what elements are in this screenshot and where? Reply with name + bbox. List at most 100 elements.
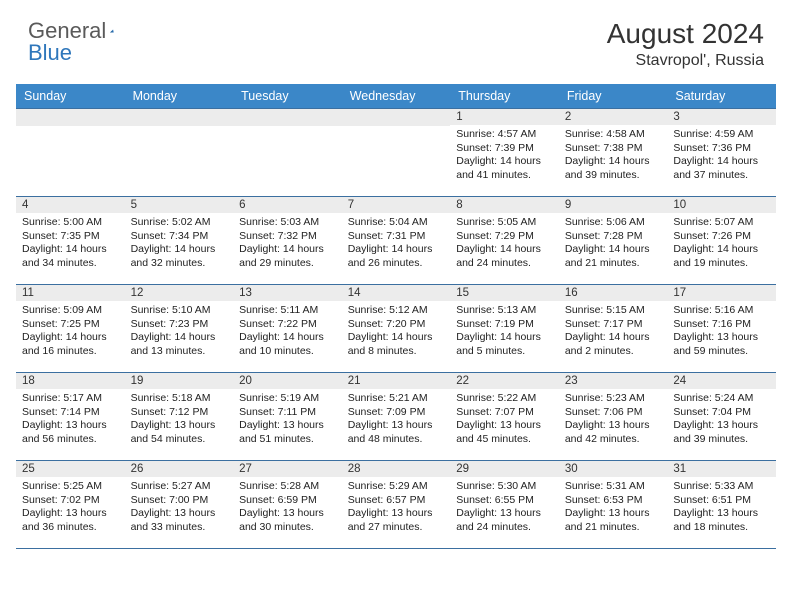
calendar-day-cell: 9Sunrise: 5:06 AMSunset: 7:28 PMDaylight… (559, 197, 668, 285)
sunrise-line: Sunrise: 5:27 AM (131, 480, 228, 494)
title-block: August 2024 Stavropol', Russia (607, 18, 764, 70)
day-number: 9 (559, 197, 668, 213)
day-number: 23 (559, 373, 668, 389)
daylight-line: Daylight: 13 hours and 48 minutes. (348, 419, 445, 446)
calendar-day-cell (233, 109, 342, 197)
calendar-head: SundayMondayTuesdayWednesdayThursdayFrid… (16, 84, 776, 109)
sunrise-line: Sunrise: 5:33 AM (673, 480, 770, 494)
sunrise-line: Sunrise: 4:58 AM (565, 128, 662, 142)
calendar-day-cell: 31Sunrise: 5:33 AMSunset: 6:51 PMDayligh… (667, 461, 776, 549)
day-number: 12 (125, 285, 234, 301)
sunset-line: Sunset: 7:32 PM (239, 230, 336, 244)
sunset-line: Sunset: 7:34 PM (131, 230, 228, 244)
day-number: 2 (559, 109, 668, 125)
day-details: Sunrise: 5:23 AMSunset: 7:06 PMDaylight:… (559, 389, 668, 449)
daylight-line: Daylight: 14 hours and 39 minutes. (565, 155, 662, 182)
day-details: Sunrise: 5:13 AMSunset: 7:19 PMDaylight:… (450, 301, 559, 361)
calendar-week-row: 25Sunrise: 5:25 AMSunset: 7:02 PMDayligh… (16, 461, 776, 549)
day-details: Sunrise: 5:05 AMSunset: 7:29 PMDaylight:… (450, 213, 559, 273)
day-number: 7 (342, 197, 451, 213)
day-details: Sunrise: 5:09 AMSunset: 7:25 PMDaylight:… (16, 301, 125, 361)
sunset-line: Sunset: 7:35 PM (22, 230, 119, 244)
calendar-day-cell: 26 Sunrise: 5:27 AMSunset: 7:00 PMDayligh… (125, 461, 234, 549)
day-number: 24 (667, 373, 776, 389)
sunrise-line: Sunrise: 5:28 AM (239, 480, 336, 494)
calendar-day-cell: 16Sunrise: 5:15 AMSunset: 7:17 PMDayligh… (559, 285, 668, 373)
sunrise-line: Sunrise: 5:17 AM (22, 392, 119, 406)
calendar-day-cell: 1Sunrise: 4:57 AMSunset: 7:39 PMDaylight… (450, 109, 559, 197)
daylight-line: Daylight: 13 hours and 59 minutes. (673, 331, 770, 358)
sunset-line: Sunset: 6:51 PM (673, 494, 770, 508)
sunrise-line: Sunrise: 5:00 AM (22, 216, 119, 230)
sunrise-line: Sunrise: 5:30 AM (456, 480, 553, 494)
day-details: Sunrise: 5:33 AMSunset: 6:51 PMDaylight:… (667, 477, 776, 537)
day-number: 30 (559, 461, 668, 477)
daylight-line: Daylight: 13 hours and 54 minutes. (131, 419, 228, 446)
day-number: 29 (450, 461, 559, 477)
day-details: Sunrise: 5:15 AMSunset: 7:17 PMDaylight:… (559, 301, 668, 361)
sunset-line: Sunset: 7:12 PM (131, 406, 228, 420)
daylight-line: Daylight: 13 hours and 45 minutes. (456, 419, 553, 446)
day-number: 4 (16, 197, 125, 213)
calendar-day-cell: 29Sunrise: 5:30 AMSunset: 6:55 PMDayligh… (450, 461, 559, 549)
sunrise-line: Sunrise: 5:07 AM (673, 216, 770, 230)
sunrise-line: Sunrise: 5:31 AM (565, 480, 662, 494)
calendar-week-row: 1Sunrise: 4:57 AMSunset: 7:39 PMDaylight… (16, 109, 776, 197)
sunrise-line: Sunrise: 5:09 AM (22, 304, 119, 318)
sunset-line: Sunset: 7:14 PM (22, 406, 119, 420)
calendar-week-row: 18Sunrise: 5:17 AMSunset: 7:14 PMDayligh… (16, 373, 776, 461)
daylight-line: Daylight: 13 hours and 33 minutes. (131, 507, 228, 534)
sunset-line: Sunset: 6:59 PM (239, 494, 336, 508)
daylight-line: Daylight: 13 hours and 24 minutes. (456, 507, 553, 534)
calendar-day-cell: 19Sunrise: 5:18 AMSunset: 7:12 PMDayligh… (125, 373, 234, 461)
daylight-line: Daylight: 13 hours and 18 minutes. (673, 507, 770, 534)
day-details: Sunrise: 5:30 AMSunset: 6:55 PMDaylight:… (450, 477, 559, 537)
sunrise-line: Sunrise: 4:59 AM (673, 128, 770, 142)
daylight-line: Daylight: 13 hours and 42 minutes. (565, 419, 662, 446)
day-details: Sunrise: 5:12 AMSunset: 7:20 PMDaylight:… (342, 301, 451, 361)
sunset-line: Sunset: 7:38 PM (565, 142, 662, 156)
day-details: Sunrise: 5:06 AMSunset: 7:28 PMDaylight:… (559, 213, 668, 273)
daylight-line: Daylight: 14 hours and 16 minutes. (22, 331, 119, 358)
sunset-line: Sunset: 6:57 PM (348, 494, 445, 508)
calendar-day-cell: 27Sunrise: 5:28 AMSunset: 6:59 PMDayligh… (233, 461, 342, 549)
daylight-line: Daylight: 14 hours and 2 minutes. (565, 331, 662, 358)
daylight-line: Daylight: 14 hours and 29 minutes. (239, 243, 336, 270)
day-number: 20 (233, 373, 342, 389)
sunset-line: Sunset: 7:06 PM (565, 406, 662, 420)
day-details: Sunrise: 5:11 AMSunset: 7:22 PMDaylight:… (233, 301, 342, 361)
sunrise-line: Sunrise: 5:29 AM (348, 480, 445, 494)
day-number: 26 (125, 461, 234, 477)
daylight-line: Daylight: 14 hours and 24 minutes. (456, 243, 553, 270)
sunset-line: Sunset: 7:00 PM (131, 494, 228, 508)
day-details: Sunrise: 5:29 AMSunset: 6:57 PMDaylight:… (342, 477, 451, 537)
sunrise-line: Sunrise: 4:57 AM (456, 128, 553, 142)
day-number: 5 (125, 197, 234, 213)
sunrise-line: Sunrise: 5:11 AM (239, 304, 336, 318)
calendar-day-cell: 3Sunrise: 4:59 AMSunset: 7:36 PMDaylight… (667, 109, 776, 197)
daylight-line: Daylight: 13 hours and 21 minutes. (565, 507, 662, 534)
day-number: 14 (342, 285, 451, 301)
day-number: 31 (667, 461, 776, 477)
sunrise-line: Sunrise: 5:15 AM (565, 304, 662, 318)
sunset-line: Sunset: 6:53 PM (565, 494, 662, 508)
weekday-header: Tuesday (233, 84, 342, 109)
weekday-header: Friday (559, 84, 668, 109)
calendar-day-cell (342, 109, 451, 197)
calendar-day-cell: 14Sunrise: 5:12 AMSunset: 7:20 PMDayligh… (342, 285, 451, 373)
daylight-line: Daylight: 14 hours and 8 minutes. (348, 331, 445, 358)
sunrise-line: Sunrise: 5:21 AM (348, 392, 445, 406)
daylight-line: Daylight: 14 hours and 10 minutes. (239, 331, 336, 358)
daylight-line: Daylight: 14 hours and 19 minutes. (673, 243, 770, 270)
day-number: 19 (125, 373, 234, 389)
day-details: Sunrise: 5:02 AMSunset: 7:34 PMDaylight:… (125, 213, 234, 273)
sunrise-line: Sunrise: 5:25 AM (22, 480, 119, 494)
sunrise-line: Sunrise: 5:06 AM (565, 216, 662, 230)
daylight-line: Daylight: 13 hours and 27 minutes. (348, 507, 445, 534)
sunset-line: Sunset: 6:55 PM (456, 494, 553, 508)
sunrise-line: Sunrise: 5:03 AM (239, 216, 336, 230)
calendar-day-cell: 4Sunrise: 5:00 AMSunset: 7:35 PMDaylight… (16, 197, 125, 285)
sunset-line: Sunset: 7:31 PM (348, 230, 445, 244)
calendar-week-row: 11Sunrise: 5:09 AMSunset: 7:25 PMDayligh… (16, 285, 776, 373)
calendar-table: SundayMondayTuesdayWednesdayThursdayFrid… (16, 84, 776, 549)
